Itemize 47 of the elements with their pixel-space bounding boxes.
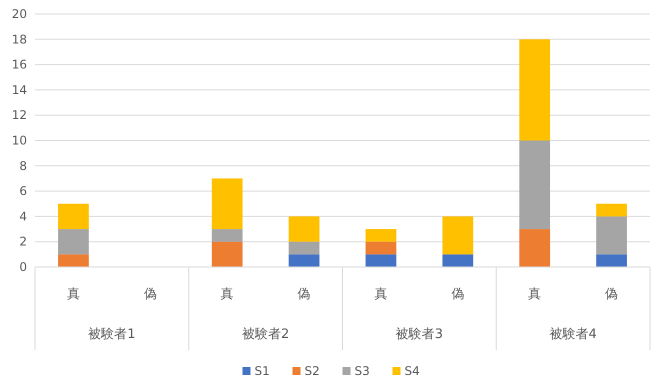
legend-label: S3 xyxy=(354,364,370,378)
text: 被験者4 xyxy=(549,327,597,342)
x-tick-label: 偽 xyxy=(144,287,157,302)
bar xyxy=(519,39,550,140)
x-tick-label: 偽 xyxy=(451,287,464,302)
y-tick-label: 16 xyxy=(12,58,27,72)
bar xyxy=(58,254,89,267)
x-tick-label: 偽 xyxy=(298,287,311,302)
y-tick-label: 14 xyxy=(12,82,27,97)
bar xyxy=(519,140,550,230)
x-tick-label: 真 xyxy=(374,287,388,302)
bar xyxy=(519,229,550,267)
bar xyxy=(288,242,320,254)
bar xyxy=(366,254,396,267)
text: 被験者1 xyxy=(88,327,136,342)
bar xyxy=(366,242,396,254)
bar xyxy=(596,204,627,216)
x-tick-label: 真 xyxy=(66,287,80,302)
text: 被験者2 xyxy=(242,327,290,342)
bar xyxy=(596,254,627,267)
bar xyxy=(442,254,474,267)
bar xyxy=(596,216,627,254)
y-tick-label: 4 xyxy=(19,209,27,224)
y-tick-label: 8 xyxy=(19,158,27,173)
x-tick-label: 真 xyxy=(220,287,234,302)
x-tick-label: 真 xyxy=(528,287,542,302)
x-tick-label: 偽 xyxy=(605,287,618,302)
bar xyxy=(212,178,243,230)
y-tick-label: 6 xyxy=(19,184,27,198)
bar xyxy=(58,204,89,230)
y-tick-label: 20 xyxy=(12,7,27,21)
legend-label: S4 xyxy=(404,364,420,378)
y-tick-label: 12 xyxy=(12,108,27,122)
text: 被験者3 xyxy=(396,327,444,342)
legend-label: S1 xyxy=(254,364,270,378)
y-tick-label: 18 xyxy=(12,32,27,46)
legend-label: S2 xyxy=(304,364,320,378)
y-tick-label: 10 xyxy=(12,134,27,148)
bar xyxy=(212,242,243,267)
bar xyxy=(366,229,396,242)
bar xyxy=(212,229,243,242)
y-tick-label: 0 xyxy=(19,260,27,274)
bar xyxy=(58,229,89,254)
bar xyxy=(288,254,320,267)
bar xyxy=(442,216,474,254)
y-tick-label: 2 xyxy=(19,234,27,249)
bar xyxy=(288,216,320,242)
